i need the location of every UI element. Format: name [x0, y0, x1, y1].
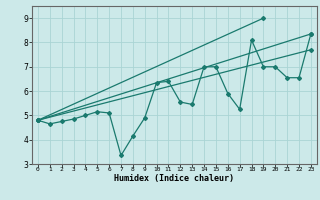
X-axis label: Humidex (Indice chaleur): Humidex (Indice chaleur)	[115, 174, 234, 183]
